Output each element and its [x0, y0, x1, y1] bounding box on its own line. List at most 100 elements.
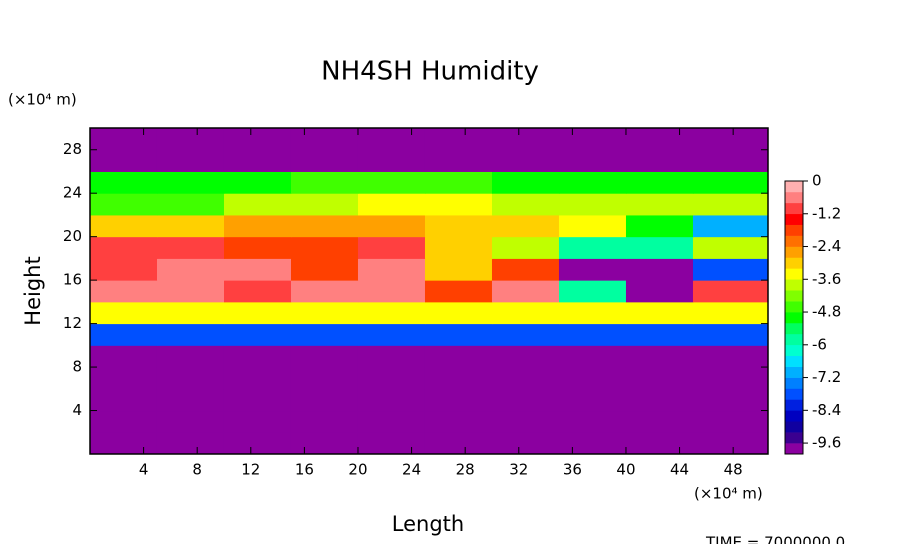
cell — [424, 280, 493, 303]
cell — [223, 280, 292, 303]
colorbar-swatch — [785, 410, 803, 422]
colorbar-swatch — [785, 377, 803, 389]
cell — [424, 149, 493, 172]
cell — [357, 323, 426, 346]
cell — [558, 236, 627, 259]
x-tick-label: 44 — [670, 461, 689, 479]
cell — [558, 323, 627, 346]
colorbar-swatch — [785, 322, 803, 335]
colorbar-tick-label: -6 — [812, 335, 827, 353]
colorbar-swatch — [785, 213, 803, 225]
cell — [90, 388, 158, 412]
cell — [625, 149, 694, 172]
cell — [625, 367, 694, 390]
cell — [491, 214, 560, 238]
cell — [625, 193, 694, 216]
cell — [223, 301, 292, 325]
cell — [156, 301, 225, 325]
x-axis-label: Length — [392, 512, 464, 536]
colorbar-swatch — [785, 290, 803, 302]
cell — [491, 149, 560, 172]
colorbar-swatch — [785, 355, 803, 367]
x-tick-label: 28 — [456, 461, 475, 479]
colorbar-swatch — [785, 257, 803, 269]
cell — [290, 410, 359, 433]
colorbar-swatch — [785, 301, 803, 313]
cell — [625, 301, 694, 325]
cell — [357, 258, 426, 281]
colorbar-tick-label: -9.6 — [812, 434, 841, 452]
cell — [491, 236, 560, 259]
cell — [491, 323, 560, 346]
y-tick-label: 4 — [72, 401, 82, 419]
cell — [90, 323, 158, 346]
cell — [424, 258, 493, 281]
cell — [90, 432, 158, 455]
cell — [90, 149, 158, 172]
cell — [491, 345, 560, 368]
cell — [625, 171, 694, 194]
colorbar-swatch — [785, 202, 803, 215]
cell — [223, 388, 292, 412]
cell — [156, 367, 225, 390]
colorbar-swatch — [785, 268, 803, 280]
cell — [424, 301, 493, 325]
cell — [491, 128, 560, 151]
colorbar-tick-label: -1.2 — [812, 204, 841, 222]
y-axis-label: Height — [21, 256, 45, 325]
x-tick-label: 4 — [139, 461, 149, 479]
colorbar-frame — [784, 180, 804, 455]
cell — [625, 258, 694, 281]
cell — [491, 432, 560, 455]
colorbar-swatch — [785, 432, 803, 444]
cell — [491, 171, 560, 194]
x-tick-label: 48 — [724, 461, 743, 479]
cell — [290, 323, 359, 346]
cell — [290, 301, 359, 325]
cell — [625, 388, 694, 412]
cell — [223, 193, 292, 216]
cell — [290, 388, 359, 412]
cell — [558, 367, 627, 390]
cell — [625, 236, 694, 259]
chart-title: NH4SH Humidity — [321, 57, 539, 87]
cell — [90, 214, 158, 238]
cell — [558, 193, 627, 216]
x-tick-label: 32 — [509, 461, 528, 479]
cell — [424, 171, 493, 194]
cell — [223, 432, 292, 455]
cell — [491, 258, 560, 281]
cell — [90, 193, 158, 216]
cell — [290, 367, 359, 390]
cell — [692, 258, 769, 281]
cell — [90, 171, 158, 194]
cell — [357, 149, 426, 172]
x-tick-label: 16 — [295, 461, 314, 479]
cell — [290, 280, 359, 303]
cell — [357, 236, 426, 259]
x-tick-label: 36 — [563, 461, 582, 479]
cell — [156, 193, 225, 216]
y-tick-label: 16 — [63, 271, 82, 289]
x-tick-label: 24 — [402, 461, 421, 479]
colorbar-tick-label: 0 — [812, 172, 822, 190]
cell — [558, 301, 627, 325]
cell — [692, 149, 769, 172]
cell — [90, 301, 158, 325]
cell — [558, 345, 627, 368]
colorbar-swatch — [785, 344, 803, 357]
cell — [90, 345, 158, 368]
cell — [558, 171, 627, 194]
cell — [357, 193, 426, 216]
colorbar-swatch — [785, 421, 803, 433]
colorbar-swatch — [785, 443, 803, 455]
x-tick-label: 12 — [241, 461, 260, 479]
cell — [223, 410, 292, 433]
cell — [491, 388, 560, 412]
cell — [558, 214, 627, 238]
y-tick-label: 20 — [63, 227, 82, 245]
cell — [357, 280, 426, 303]
cell — [156, 432, 225, 455]
x-tick-label: 40 — [616, 461, 635, 479]
cell — [692, 432, 769, 455]
